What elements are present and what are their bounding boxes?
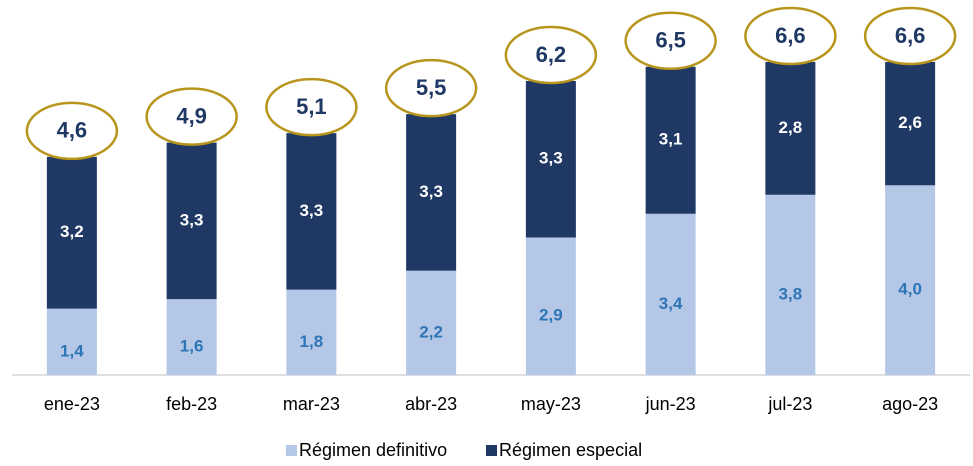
value-label: 2,6 <box>898 113 922 132</box>
total-label: 6,6 <box>895 23 926 48</box>
total-circle <box>504 25 598 85</box>
bar-segment <box>286 289 337 375</box>
total-circle <box>265 77 358 137</box>
total-circle <box>863 6 957 66</box>
bar-segment <box>645 66 696 214</box>
total-label: 4,9 <box>176 103 207 128</box>
value-label: 2,2 <box>419 322 443 341</box>
legend-swatch <box>486 445 497 456</box>
total-circle <box>744 6 837 66</box>
bar-segment <box>765 194 816 375</box>
x-tick-label: ago-23 <box>882 394 938 414</box>
x-tick-label: jun-23 <box>645 394 696 414</box>
x-tick-label: abr-23 <box>405 394 457 414</box>
value-label: 3,3 <box>180 210 204 229</box>
bar-segment <box>525 237 576 375</box>
value-label: 3,3 <box>300 201 324 220</box>
value-label: 3,1 <box>659 130 683 149</box>
value-label: 1,4 <box>60 341 84 360</box>
x-tick-label: feb-23 <box>166 394 217 414</box>
total-label: 6,2 <box>536 42 567 67</box>
legend-swatch <box>286 445 297 456</box>
bar-segment <box>885 185 936 375</box>
bar-segment <box>406 114 457 271</box>
bar-segment <box>46 308 97 375</box>
x-tick-label: ene-23 <box>44 394 100 414</box>
bar-segment <box>406 270 457 375</box>
value-label: 3,8 <box>779 284 803 303</box>
bar-segment <box>645 213 696 375</box>
x-tick-label: may-23 <box>521 394 581 414</box>
bar-segment <box>885 62 936 186</box>
x-tick-label: mar-23 <box>283 394 340 414</box>
total-label: 5,1 <box>296 94 327 119</box>
value-label: 3,3 <box>539 149 563 168</box>
total-label: 5,5 <box>416 75 447 100</box>
value-label: 2,9 <box>539 306 563 325</box>
bar-segment <box>286 133 337 290</box>
total-circle <box>145 87 238 146</box>
legend-label: Régimen especial <box>499 440 642 460</box>
value-label: 3,4 <box>659 294 683 313</box>
bar-segment <box>166 299 217 375</box>
value-label: 2,8 <box>779 118 803 137</box>
bar-segment <box>525 80 576 238</box>
total-label: 6,5 <box>655 28 686 53</box>
total-label: 4,6 <box>57 118 88 143</box>
total-circle <box>384 58 478 118</box>
total-circle <box>624 11 717 70</box>
bar-segment <box>765 62 816 195</box>
value-label: 3,2 <box>60 222 84 241</box>
value-label: 1,6 <box>180 337 204 356</box>
legend-label: Régimen definitivo <box>299 440 447 460</box>
total-circle <box>25 101 119 161</box>
bar-segment <box>46 156 97 309</box>
bar-segment <box>166 142 217 300</box>
value-label: 4,0 <box>898 280 922 299</box>
x-tick-label: jul-23 <box>767 394 812 414</box>
value-label: 1,8 <box>300 332 324 351</box>
value-label: 3,3 <box>419 182 443 201</box>
total-label: 6,6 <box>775 23 806 48</box>
